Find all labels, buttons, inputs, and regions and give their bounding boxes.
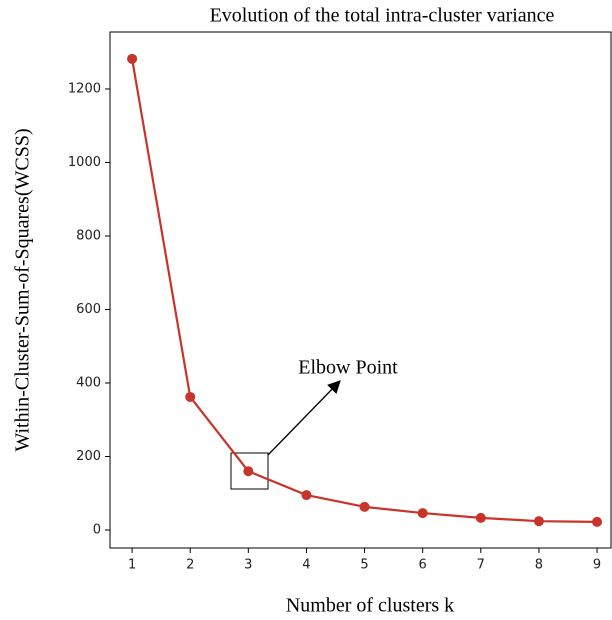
y-tick-label: 1200 xyxy=(68,81,101,96)
x-tick-label: 6 xyxy=(419,558,427,573)
annotation: Elbow Point xyxy=(298,357,398,379)
x-tick-label: 8 xyxy=(535,558,543,573)
point xyxy=(185,391,196,402)
x-tick-label: 5 xyxy=(360,558,368,573)
x-tick-label: 7 xyxy=(477,558,485,573)
y-tick-label: 600 xyxy=(76,302,101,317)
y-tick-label: 400 xyxy=(76,375,101,390)
x-tick-label: 9 xyxy=(593,558,601,573)
point xyxy=(359,501,370,512)
x-tick-label: 2 xyxy=(186,558,194,573)
x-tick-label: 3 xyxy=(244,558,252,573)
point xyxy=(301,490,312,501)
y-axis-label: Within-Cluster-Sum-of-Squares(WCSS) xyxy=(12,128,34,451)
point xyxy=(127,53,138,64)
point xyxy=(475,512,486,523)
point xyxy=(533,516,544,527)
point xyxy=(417,508,428,519)
x-axis-label: Number of clusters k xyxy=(286,595,454,617)
point xyxy=(243,466,254,477)
chart-title: Evolution of the total intra-cluster var… xyxy=(210,5,555,27)
line xyxy=(131,58,598,524)
y-tick-label: 200 xyxy=(76,449,101,464)
x-tick-label: 1 xyxy=(128,558,136,573)
x-tick-label: 4 xyxy=(302,558,310,573)
point xyxy=(592,516,603,527)
y-tick-label: 800 xyxy=(76,228,101,243)
annotation-arrow xyxy=(267,380,341,456)
y-tick-label: 1000 xyxy=(68,155,101,170)
plot-frame xyxy=(109,31,612,549)
highlight-box xyxy=(230,452,269,490)
y-tick-label: 0 xyxy=(93,522,101,537)
